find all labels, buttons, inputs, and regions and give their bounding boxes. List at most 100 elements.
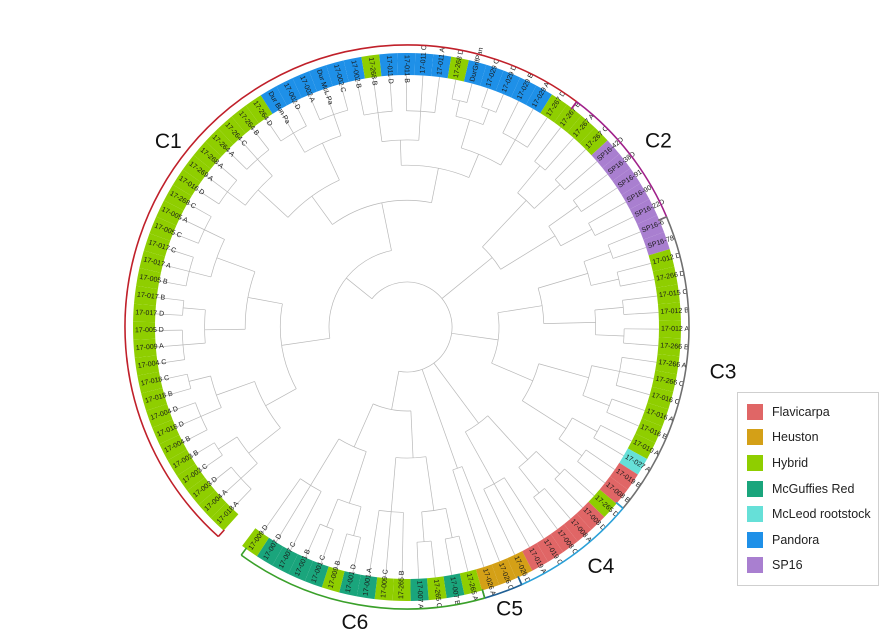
legend-item: Pandora: [747, 527, 878, 553]
tree-branch: [248, 427, 281, 454]
tree-branch: [406, 110, 435, 113]
clade-bracket-tick: [481, 589, 486, 599]
tree-branch: [544, 137, 574, 171]
legend-label: Heuston: [772, 430, 819, 445]
legend-item: Flavicarpa: [747, 399, 878, 425]
leaf-color-cell: [609, 462, 638, 490]
tree-branch: [265, 118, 282, 142]
leaf-color-cell: [629, 199, 658, 225]
leaf-color-cell: [414, 53, 434, 77]
leaf-color-cell: [309, 65, 333, 92]
tree-branch: [581, 187, 618, 212]
tree-branch: [606, 412, 639, 427]
tree-branch: [159, 280, 187, 287]
tree-branch: [204, 328, 246, 331]
clade-label-c1: C1: [155, 130, 182, 153]
leaf-color-cell: [245, 95, 273, 124]
tree-branch: [573, 200, 582, 212]
tree-branch: [623, 312, 659, 315]
leaf-color-cell: [288, 554, 314, 582]
clade-label-c3: C3: [710, 361, 736, 384]
leaf-color-cell: [612, 168, 641, 195]
tree-branch: [482, 246, 501, 270]
tree-branch: [372, 403, 411, 412]
tree-branch: [420, 75, 424, 112]
tree-branch: [517, 165, 541, 194]
tree-branch: [381, 202, 392, 251]
tree-branch: [218, 180, 238, 205]
tree-branch: [216, 257, 256, 273]
leaf-label: 17-266 B: [660, 342, 689, 351]
legend-swatch: [747, 480, 763, 497]
leaf-color-cell: [133, 303, 156, 323]
tree-branch: [535, 451, 561, 475]
tree-branch: [281, 337, 330, 346]
tree-branch: [220, 478, 242, 497]
tree-branch: [240, 463, 258, 479]
tree-branch: [445, 508, 453, 538]
tree-branch: [421, 511, 425, 542]
leaf-color-cell: [134, 355, 160, 376]
tree-branch: [521, 363, 540, 401]
tree-branch: [371, 281, 453, 373]
leaf-color-cell: [651, 370, 677, 392]
tree-branch: [534, 127, 562, 162]
tree-branch: [328, 250, 392, 339]
tree-branch: [182, 429, 208, 443]
tree-branch: [195, 188, 220, 205]
tree-branch: [181, 330, 186, 360]
leaf-label: 17-011 D: [385, 55, 394, 84]
leaf-color-cell: [193, 141, 222, 169]
tree-branch: [623, 328, 625, 344]
tree-branch: [416, 542, 420, 579]
tree-branch: [293, 101, 307, 127]
tree-branch: [487, 415, 529, 460]
leaf-label: 17-265 C: [432, 579, 442, 608]
tree-branch: [300, 478, 322, 492]
leaf-color-cell: [260, 86, 287, 114]
leaf-label: 17-005 D: [135, 327, 164, 334]
tree-branch: [534, 161, 546, 171]
legend-swatch: [747, 403, 763, 420]
leaf-label: 17-017 D: [135, 309, 164, 317]
tree-branch: [418, 111, 422, 141]
tree-branch: [182, 300, 185, 316]
tree-branch: [290, 491, 322, 551]
leaf-color-cell: [143, 233, 171, 257]
tree-branch: [287, 179, 340, 218]
leaf-color-cell: [619, 448, 648, 475]
clade-bracket-tick: [615, 501, 624, 509]
tree-branch: [481, 88, 489, 108]
tree-branch: [182, 342, 206, 346]
tree-branch: [538, 363, 589, 379]
leaf-color-cell: [182, 155, 211, 183]
tree-branch: [619, 371, 654, 379]
leaf-color-cell: [647, 386, 674, 410]
tree-branches: [155, 74, 659, 579]
clade-bracket-c3: [622, 216, 690, 509]
legend-swatch: [747, 506, 763, 523]
legend-item: McGuffies Red: [747, 476, 878, 502]
tree-branch: [227, 150, 248, 170]
tree-branch: [399, 140, 402, 166]
leaf-color-cell: [156, 200, 184, 226]
leaf-color-cell: [326, 60, 349, 87]
leaf-color-cell: [536, 534, 564, 562]
tree-branch: [275, 485, 311, 543]
leaf-color-cell: [139, 250, 166, 273]
leaf-color-cell: [579, 127, 608, 156]
tree-branch: [190, 442, 215, 458]
tree-branch: [310, 438, 340, 486]
leaf-color-cell: [550, 524, 578, 553]
tree-branch: [444, 538, 453, 576]
leaf-color-cell: [563, 513, 592, 542]
leaf-color-cell: [491, 558, 516, 586]
leaf-color-cell: [187, 477, 216, 505]
leaf-color-cell: [655, 353, 680, 375]
leaf-color-cell: [242, 528, 269, 557]
leaf-color-cell: [172, 169, 201, 197]
tree-branch: [401, 512, 404, 579]
leaf-color-cell: [149, 216, 177, 241]
tree-branch: [254, 381, 281, 429]
leaf-color-cell: [133, 338, 157, 358]
